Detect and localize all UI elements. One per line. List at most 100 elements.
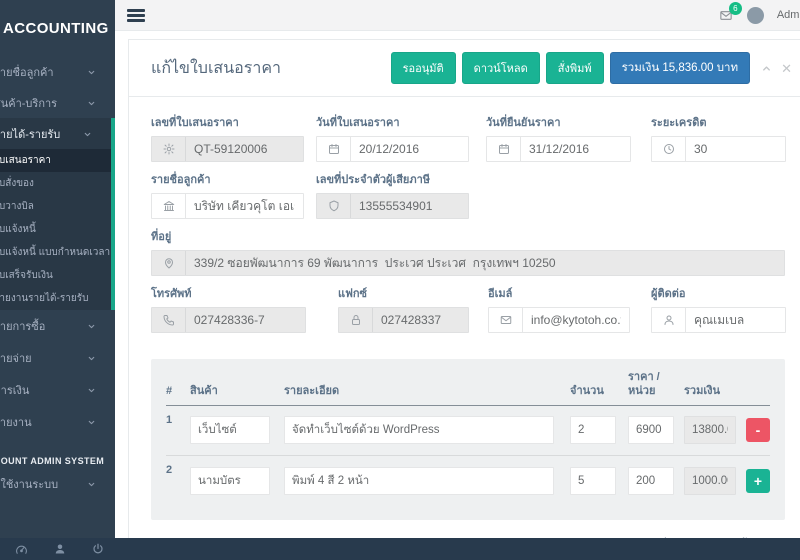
email-field (488, 307, 630, 333)
description-input[interactable] (284, 416, 554, 444)
close-icon[interactable]: ✕ (781, 60, 792, 76)
quantity-input[interactable] (570, 416, 616, 444)
submenu-item-receipt[interactable]: ใบเสร็จรับเงิน (0, 270, 53, 281)
product-input[interactable] (190, 416, 270, 444)
header-amount: รวมเงิน (684, 384, 720, 397)
quote-number-label: เลขที่ใบเสนอราคา (151, 117, 239, 129)
header-unit-price: ราคา / หน่วย (628, 371, 660, 397)
submenu-item-invoice[interactable]: ใบแจ้งหนี้ (0, 224, 36, 235)
username[interactable]: Admin (776, 9, 800, 21)
row-index: 1 (166, 413, 173, 426)
quotation-card: แก้ไขใบเสนอราคา รออนุมัติ ดาวน์โหลด สั่ง… (128, 39, 800, 552)
avatar[interactable] (746, 6, 764, 24)
fax-field (338, 307, 469, 333)
unit-price-input[interactable] (628, 416, 674, 444)
collapse-icon[interactable] (761, 63, 772, 74)
credit-term-input[interactable] (686, 137, 785, 161)
clock-icon (652, 137, 686, 161)
total-amount-button[interactable]: รวมเงิน 15,836.00 บาท (609, 52, 751, 84)
app-logo: ACCOUNTING (3, 19, 109, 37)
sidebar-item-products[interactable]: สินค้า-บริการ (0, 87, 115, 118)
amount-input (684, 466, 736, 495)
chevron-down-icon (87, 480, 96, 489)
credit-term-label: ระยะเครดิต (651, 117, 707, 129)
unit-price-input[interactable] (628, 466, 674, 495)
download-button[interactable]: ดาวน์โหลด (461, 52, 540, 84)
phone-input (186, 308, 305, 332)
dashboard-gauge-icon[interactable] (15, 543, 28, 556)
sidebar-item-reports[interactable]: รายงาน (0, 406, 115, 438)
power-icon[interactable] (92, 543, 104, 555)
customer-input[interactable] (186, 194, 303, 218)
main-content: แก้ไขใบเสนอราคา รออนุมัติ ดาวน์โหลด สั่ง… (115, 31, 800, 552)
quote-date-label: วันที่ใบเสนอราคา (316, 117, 400, 129)
fax-input (373, 308, 468, 332)
tax-id-input (351, 194, 468, 218)
map-pin-icon (152, 251, 186, 275)
card-title-bar: แก้ไขใบเสนอราคา รออนุมัติ ดาวน์โหลด สั่ง… (129, 40, 800, 97)
print-button[interactable]: สั่งพิมพ์ (545, 52, 604, 84)
submenu-item-income-report[interactable]: รายงานรายได้-รายรับ (0, 293, 89, 304)
customer-field (151, 193, 304, 219)
sidebar-item-purchases[interactable]: รายการซื้อ (0, 310, 115, 342)
user-icon (652, 308, 686, 332)
fax-label: แฟกซ์ (338, 288, 368, 300)
amount-input (684, 416, 736, 444)
quote-date-input[interactable] (351, 137, 468, 161)
table-row: 1 - (166, 406, 770, 456)
chevron-down-icon (87, 418, 96, 427)
user-icon[interactable] (54, 543, 66, 555)
contact-label: ผู้ติดต่อ (651, 288, 686, 300)
calendar-icon (317, 137, 351, 161)
row-index: 2 (166, 463, 173, 476)
add-row-button[interactable]: + (746, 468, 770, 493)
submenu-item-purchase-order[interactable]: ใบสั่งของ (0, 178, 34, 189)
sidebar-item-expenses[interactable]: รายจ่าย (0, 342, 115, 374)
contact-field (651, 307, 786, 333)
phone-label: โทรศัพท์ (151, 288, 192, 300)
shield-icon (317, 194, 351, 218)
quote-number-input (186, 137, 303, 161)
notification-badge: 6 (728, 1, 742, 15)
items-table: # สินค้า รายละเอียด จำนวน ราคา / หน่วย ร… (151, 359, 785, 520)
sidebar-item-finance[interactable]: การเงิน (0, 374, 115, 406)
table-row: 2 + (166, 456, 770, 506)
quote-date-field (316, 136, 469, 162)
submenu-item-billing-note[interactable]: ใบวางบิล (0, 201, 34, 212)
phone-icon (152, 308, 186, 332)
submenu-item-quotation[interactable]: ใบเสนอราคา (0, 149, 111, 172)
email-label: อีเมล์ (488, 288, 513, 300)
product-input[interactable] (190, 466, 270, 495)
header-product: สินค้า (190, 384, 218, 397)
calendar-icon (487, 137, 521, 161)
topbar: 6 Admin (115, 0, 800, 31)
sidebar-item-income[interactable]: รายได้-รายรับ (0, 118, 111, 149)
sidebar-active-group: รายได้-รายรับ ใบเสนอราคา ใบสั่งของ ใบวาง… (0, 118, 115, 310)
email-input[interactable] (523, 308, 629, 332)
remove-row-button[interactable]: - (746, 418, 770, 442)
quantity-input[interactable] (570, 466, 616, 495)
chevron-down-icon (87, 354, 96, 363)
sidebar-item-system-users[interactable]: ผู้ใช้งานระบบ (0, 468, 115, 500)
confirm-date-input[interactable] (521, 137, 630, 161)
contact-input[interactable] (686, 308, 785, 332)
header-quantity: จำนวน (570, 384, 604, 397)
quote-number-field (151, 136, 304, 162)
approve-status-button[interactable]: รออนุมัติ (390, 52, 456, 84)
tax-id-label: เลขที่ประจำตัวผู้เสียภาษี (316, 174, 431, 186)
lock-icon (339, 308, 373, 332)
header-description: รายละเอียด (284, 384, 340, 397)
address-field (151, 250, 785, 276)
submenu-item-recurring-invoice[interactable]: ใบแจ้งหนี้ แบบกำหนดเวลา (0, 247, 111, 258)
sidebar-nav: รายชื่อลูกค้า สินค้า-บริการ รายได้-รายรั… (0, 56, 115, 500)
menu-toggle-icon[interactable] (127, 8, 145, 22)
description-input[interactable] (284, 466, 554, 495)
sidebar: ACCOUNTING รายชื่อลูกค้า สินค้า-บริการ ร… (0, 0, 115, 538)
sidebar-item-customers[interactable]: รายชื่อลูกค้า (0, 56, 115, 87)
confirm-date-label: วันที่ยืนยันราคา (486, 117, 561, 129)
tax-id-field (316, 193, 469, 219)
mail-icon[interactable]: 6 (718, 1, 742, 22)
items-table-header: # สินค้า รายละเอียด จำนวน ราคา / หน่วย ร… (166, 371, 770, 406)
bottombar (0, 538, 800, 560)
envelope-icon (489, 308, 523, 332)
